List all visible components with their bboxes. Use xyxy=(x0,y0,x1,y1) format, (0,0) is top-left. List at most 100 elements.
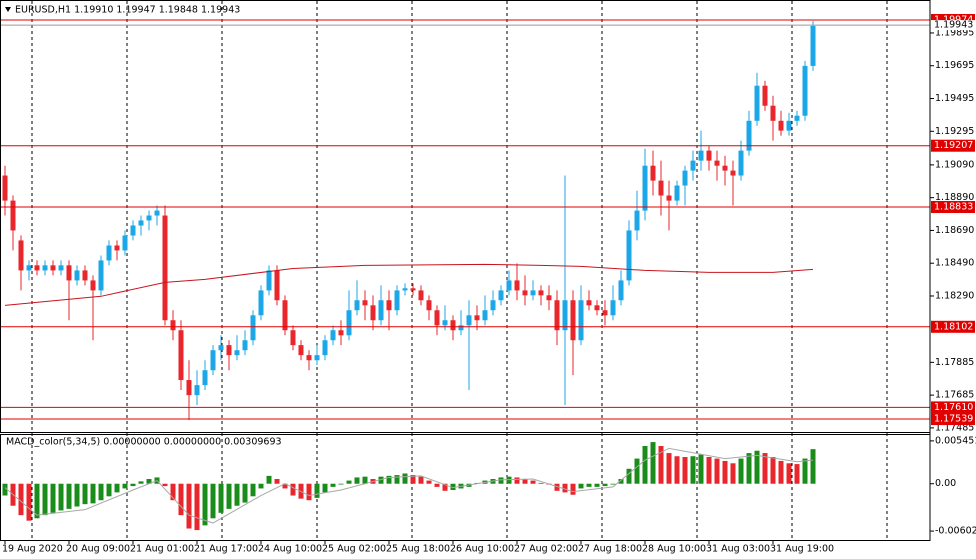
macd-bar xyxy=(122,483,128,489)
macd-bar xyxy=(682,457,688,484)
macd-bar xyxy=(138,481,144,484)
candle-body xyxy=(754,85,760,121)
macd-bar xyxy=(82,483,88,505)
candle-body xyxy=(578,300,584,341)
macd-bar xyxy=(194,483,200,531)
macd-bar xyxy=(354,477,360,484)
level-label: 1.18102 xyxy=(934,321,973,332)
candle-body xyxy=(258,290,264,316)
macd-bar xyxy=(386,475,392,484)
macd-bar xyxy=(786,463,792,484)
candle-body xyxy=(194,385,200,396)
candle-body xyxy=(10,200,16,231)
macd-bar xyxy=(418,476,424,484)
macd-bar xyxy=(658,446,664,484)
macd-bar xyxy=(26,483,32,521)
candle-body xyxy=(298,345,304,356)
candle-body xyxy=(346,310,352,336)
y-tick-label: 1.19295 xyxy=(935,126,974,137)
macd-bar xyxy=(34,483,40,519)
candle-body xyxy=(570,300,576,341)
macd-bar xyxy=(618,479,624,484)
candle-body xyxy=(314,355,320,361)
candle-body xyxy=(562,300,568,331)
level-label-box xyxy=(931,320,975,333)
macd-bar xyxy=(290,483,296,496)
macd-bar xyxy=(410,475,416,484)
y-tick-label: 1.17485 xyxy=(935,422,974,433)
candle-body xyxy=(674,185,680,201)
macd-bar xyxy=(522,479,528,484)
candle-body xyxy=(50,265,56,271)
macd-bar xyxy=(314,483,320,498)
macd-bar xyxy=(770,457,776,484)
macd-bar xyxy=(210,483,216,519)
macd-bar xyxy=(338,483,344,485)
candle-body xyxy=(642,165,648,211)
candle-body xyxy=(418,290,424,301)
candle-body xyxy=(394,290,400,311)
candle-body xyxy=(626,230,632,281)
candle-body xyxy=(98,260,104,291)
macd-bar xyxy=(330,483,336,487)
macd-bar xyxy=(234,483,240,506)
macd-bar xyxy=(562,483,568,493)
candle-body xyxy=(482,310,488,321)
candle-body xyxy=(762,85,768,106)
y-tick-label: 1.19895 xyxy=(935,27,974,38)
candle-body xyxy=(402,288,408,291)
candle-body xyxy=(738,150,744,176)
macd-bar xyxy=(746,453,752,484)
candle-body xyxy=(274,270,280,301)
macd-bar xyxy=(594,483,600,487)
y-tick-label: 1.17885 xyxy=(935,357,974,368)
candle-body xyxy=(218,345,224,351)
candle-body xyxy=(42,265,48,271)
macd-bar xyxy=(306,483,312,501)
macd-bar xyxy=(90,483,96,504)
x-tick-label: 20 Aug 09:00 xyxy=(66,544,130,555)
candle-body xyxy=(586,300,592,306)
menu-arrow xyxy=(5,7,11,12)
macd-bar xyxy=(274,479,280,484)
y-tick-label: 1.18490 xyxy=(935,258,974,269)
candle-body xyxy=(34,265,40,271)
macd-bar xyxy=(202,483,208,526)
candle-body xyxy=(330,330,336,341)
candle-body xyxy=(690,160,696,171)
macd-bar xyxy=(762,453,768,484)
macd-bar xyxy=(18,483,24,516)
level-label-box xyxy=(931,139,975,152)
macd-bar xyxy=(642,446,648,484)
macd-bar xyxy=(450,483,456,491)
candle-body xyxy=(90,280,96,291)
macd-bar xyxy=(738,458,744,484)
y-tick-label: 1.18290 xyxy=(935,290,974,301)
y-tick-label: 1.18890 xyxy=(935,192,974,203)
candle-body xyxy=(794,115,800,121)
candle-body xyxy=(266,270,272,291)
candle-body xyxy=(778,120,784,131)
macd-bar xyxy=(130,483,136,487)
candle-body xyxy=(802,65,808,116)
candle-body xyxy=(610,300,616,316)
macd-bar xyxy=(226,483,232,509)
macd-bar xyxy=(42,483,48,516)
macd-bar xyxy=(530,480,536,484)
y-tick-label: 0.00 xyxy=(935,478,956,489)
y-tick-label: 0.0054513 xyxy=(935,435,976,446)
candle-body xyxy=(74,270,80,281)
macd-bar xyxy=(730,463,736,484)
candle-body xyxy=(114,245,120,251)
macd-bar xyxy=(514,477,520,484)
macd-bar xyxy=(674,456,680,484)
macd-bar xyxy=(578,483,584,489)
candle-body xyxy=(426,300,432,311)
level-label-box xyxy=(931,413,975,426)
macd-bar xyxy=(498,477,504,484)
candle-body xyxy=(202,370,208,386)
y-tick-label: 1.19090 xyxy=(935,159,974,170)
